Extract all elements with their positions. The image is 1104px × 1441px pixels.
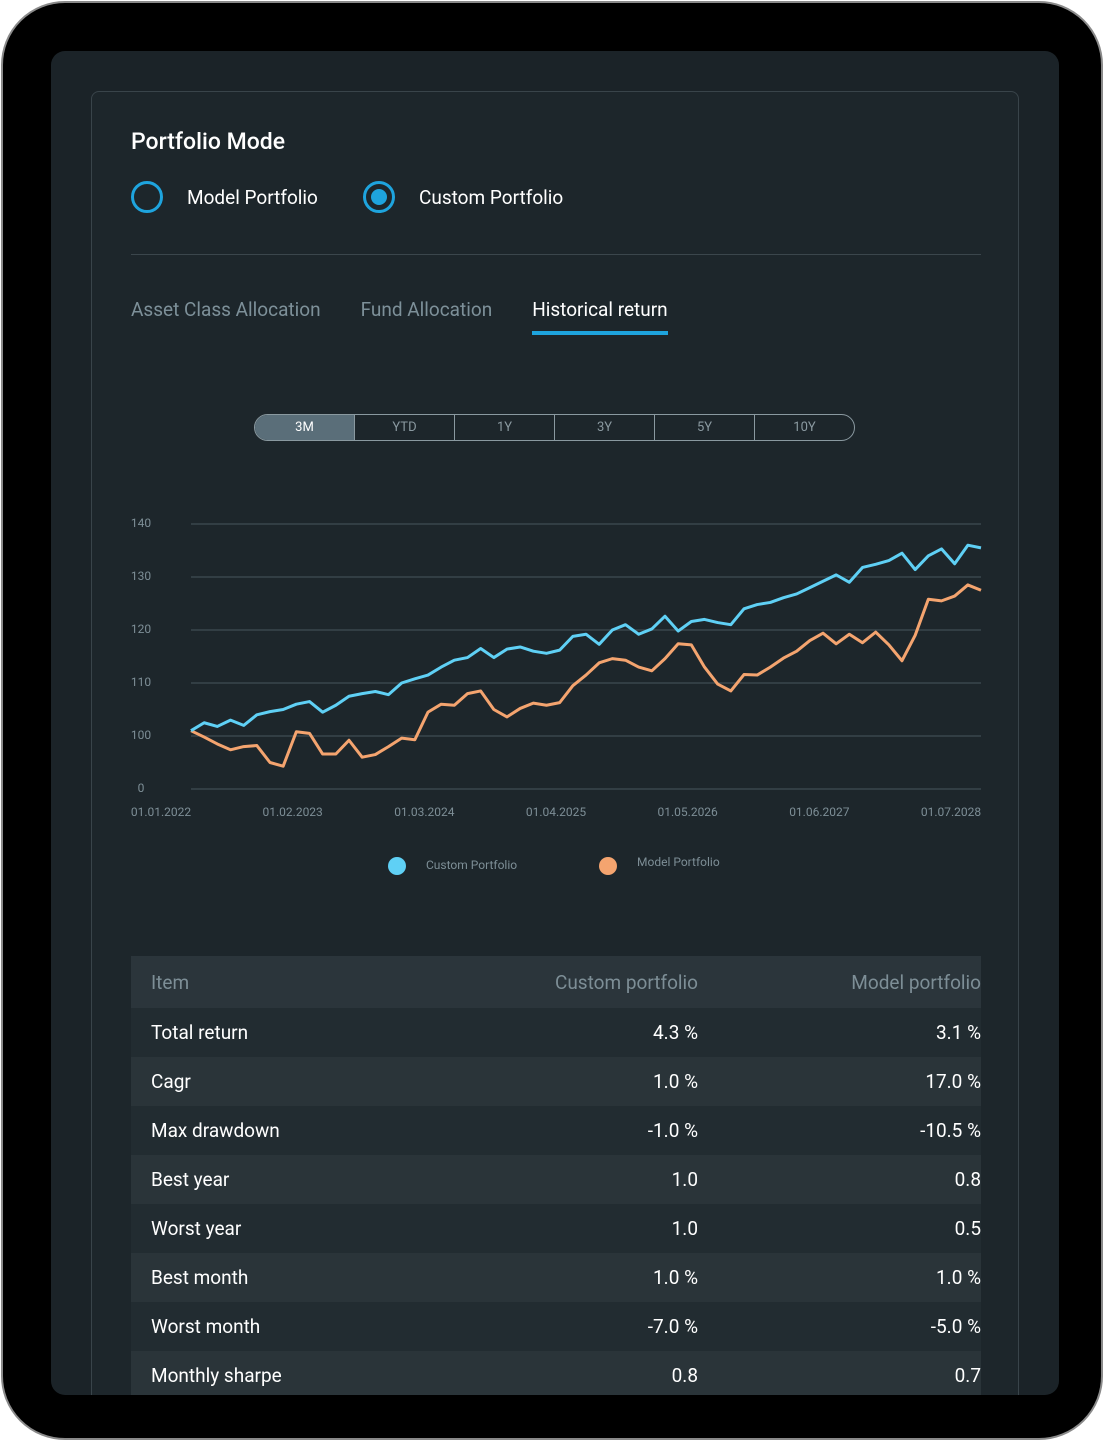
table-header: Item Custom portfolio Model portfolio bbox=[131, 956, 981, 1008]
divider bbox=[131, 254, 981, 255]
table-row: Total return 4.3 % 3.1 % bbox=[131, 1008, 981, 1057]
legend-swatch bbox=[388, 857, 406, 875]
radio-dot bbox=[131, 181, 163, 213]
cell: 1.0 % bbox=[936, 1266, 981, 1289]
radio-label: Model Portfolio bbox=[187, 185, 318, 209]
screen: Portfolio Mode Model Portfolio Custom Por… bbox=[51, 51, 1059, 1395]
y-tick-label: 100 bbox=[131, 728, 151, 742]
cell: Best year bbox=[151, 1168, 230, 1191]
cell: 4.3 % bbox=[653, 1021, 698, 1044]
legend-swatch bbox=[599, 857, 617, 875]
cell: Total return bbox=[151, 1021, 249, 1044]
cell: -1.0 % bbox=[647, 1119, 698, 1142]
cell: Cagr bbox=[151, 1070, 191, 1093]
cell: 0.8 bbox=[671, 1364, 698, 1387]
header-cell: Item bbox=[151, 970, 190, 994]
cell: 0.7 bbox=[954, 1364, 981, 1387]
x-tick-label: 01.06.2027 bbox=[789, 805, 850, 819]
y-tick-label: 120 bbox=[131, 622, 151, 636]
range-button[interactable]: 3M bbox=[255, 415, 354, 440]
cell: 0.5 bbox=[954, 1217, 981, 1240]
table-row: Worst year 1.0 0.5 bbox=[131, 1204, 981, 1253]
range-button[interactable]: 5Y bbox=[654, 415, 754, 440]
tab[interactable]: Asset Class Allocation bbox=[131, 298, 321, 321]
cell: Monthly sharpe bbox=[151, 1364, 282, 1387]
x-tick-label: 01.07.2028 bbox=[921, 805, 982, 819]
legend-label: Model Portfolio bbox=[637, 855, 720, 869]
radio-label: Custom Portfolio bbox=[419, 185, 564, 209]
x-tick-label: 01.05.2026 bbox=[658, 805, 719, 819]
cell: 1.0 % bbox=[653, 1070, 698, 1093]
cell: Best month bbox=[151, 1266, 249, 1289]
tab[interactable]: Historical return bbox=[532, 298, 668, 335]
cell: Max drawdown bbox=[151, 1119, 280, 1142]
range-selector: 3M YTD 1Y 3Y 5Y 10Y bbox=[254, 414, 855, 441]
y-tick-label: 0 bbox=[138, 781, 145, 795]
title: Portfolio Mode bbox=[131, 128, 286, 155]
cell: -7.0 % bbox=[647, 1315, 698, 1338]
x-tick-label: 01.03.2024 bbox=[394, 805, 455, 819]
stats-table: Item Custom portfolio Model portfolio Total… bbox=[131, 956, 981, 1395]
table-row: Best month 1.0 % 1.0 % bbox=[131, 1253, 981, 1302]
cell: 1.0 % bbox=[653, 1266, 698, 1289]
cell: -5.0 % bbox=[930, 1315, 981, 1338]
x-tick-label: 01.04.2025 bbox=[526, 805, 587, 819]
cell: 0.8 bbox=[954, 1168, 981, 1191]
card: Portfolio Mode Model Portfolio Custom Por… bbox=[91, 91, 1019, 1395]
y-tick-label: 110 bbox=[131, 675, 151, 689]
cell: 3.1 % bbox=[936, 1021, 981, 1044]
cell: 17.0 % bbox=[925, 1070, 981, 1093]
header-cell: Custom portfolio bbox=[554, 970, 698, 994]
table-row: Best year 1.0 0.8 bbox=[131, 1155, 981, 1204]
table-row: Worst month -7.0 % -5.0 % bbox=[131, 1302, 981, 1351]
cell: 1.0 bbox=[671, 1168, 698, 1191]
y-tick-label: 130 bbox=[131, 569, 151, 583]
mode-radio[interactable]: Custom Portfolio bbox=[363, 180, 563, 214]
radio-dot bbox=[363, 181, 395, 213]
cell: Worst year bbox=[151, 1217, 242, 1240]
cell: Worst month bbox=[151, 1315, 261, 1338]
tabs: Asset Class Allocation Fund Allocation His… bbox=[131, 298, 668, 335]
range-button[interactable]: YTD bbox=[354, 415, 454, 440]
table-row: Max drawdown -1.0 % -10.5 % bbox=[131, 1106, 981, 1155]
x-tick-label: 01.02.2023 bbox=[263, 805, 323, 819]
range-button[interactable]: 10Y bbox=[754, 415, 854, 440]
range-button[interactable]: 3Y bbox=[554, 415, 654, 440]
cell: 1.0 bbox=[671, 1217, 698, 1240]
x-tick-label: 01.01.2022 bbox=[131, 805, 192, 819]
table-row: Monthly sharpe 0.8 0.7 bbox=[131, 1351, 981, 1395]
series-line bbox=[190, 543, 982, 732]
chart: 0 100 110 120 130 140 01.01.2022 01.02.2023 01.0… bbox=[131, 516, 982, 875]
range-button[interactable]: 1Y bbox=[454, 415, 554, 440]
header-cell: Model portfolio bbox=[851, 970, 981, 994]
tab[interactable]: Fund Allocation bbox=[360, 298, 493, 321]
cell: -10.5 % bbox=[920, 1119, 981, 1142]
table-row: Cagr 1.0 % 17.0 % bbox=[131, 1057, 981, 1106]
y-tick-label: 140 bbox=[131, 516, 151, 530]
legend-label: Custom Portfolio bbox=[426, 858, 517, 872]
series-line bbox=[190, 583, 982, 768]
mode-radio[interactable]: Model Portfolio bbox=[131, 180, 318, 214]
